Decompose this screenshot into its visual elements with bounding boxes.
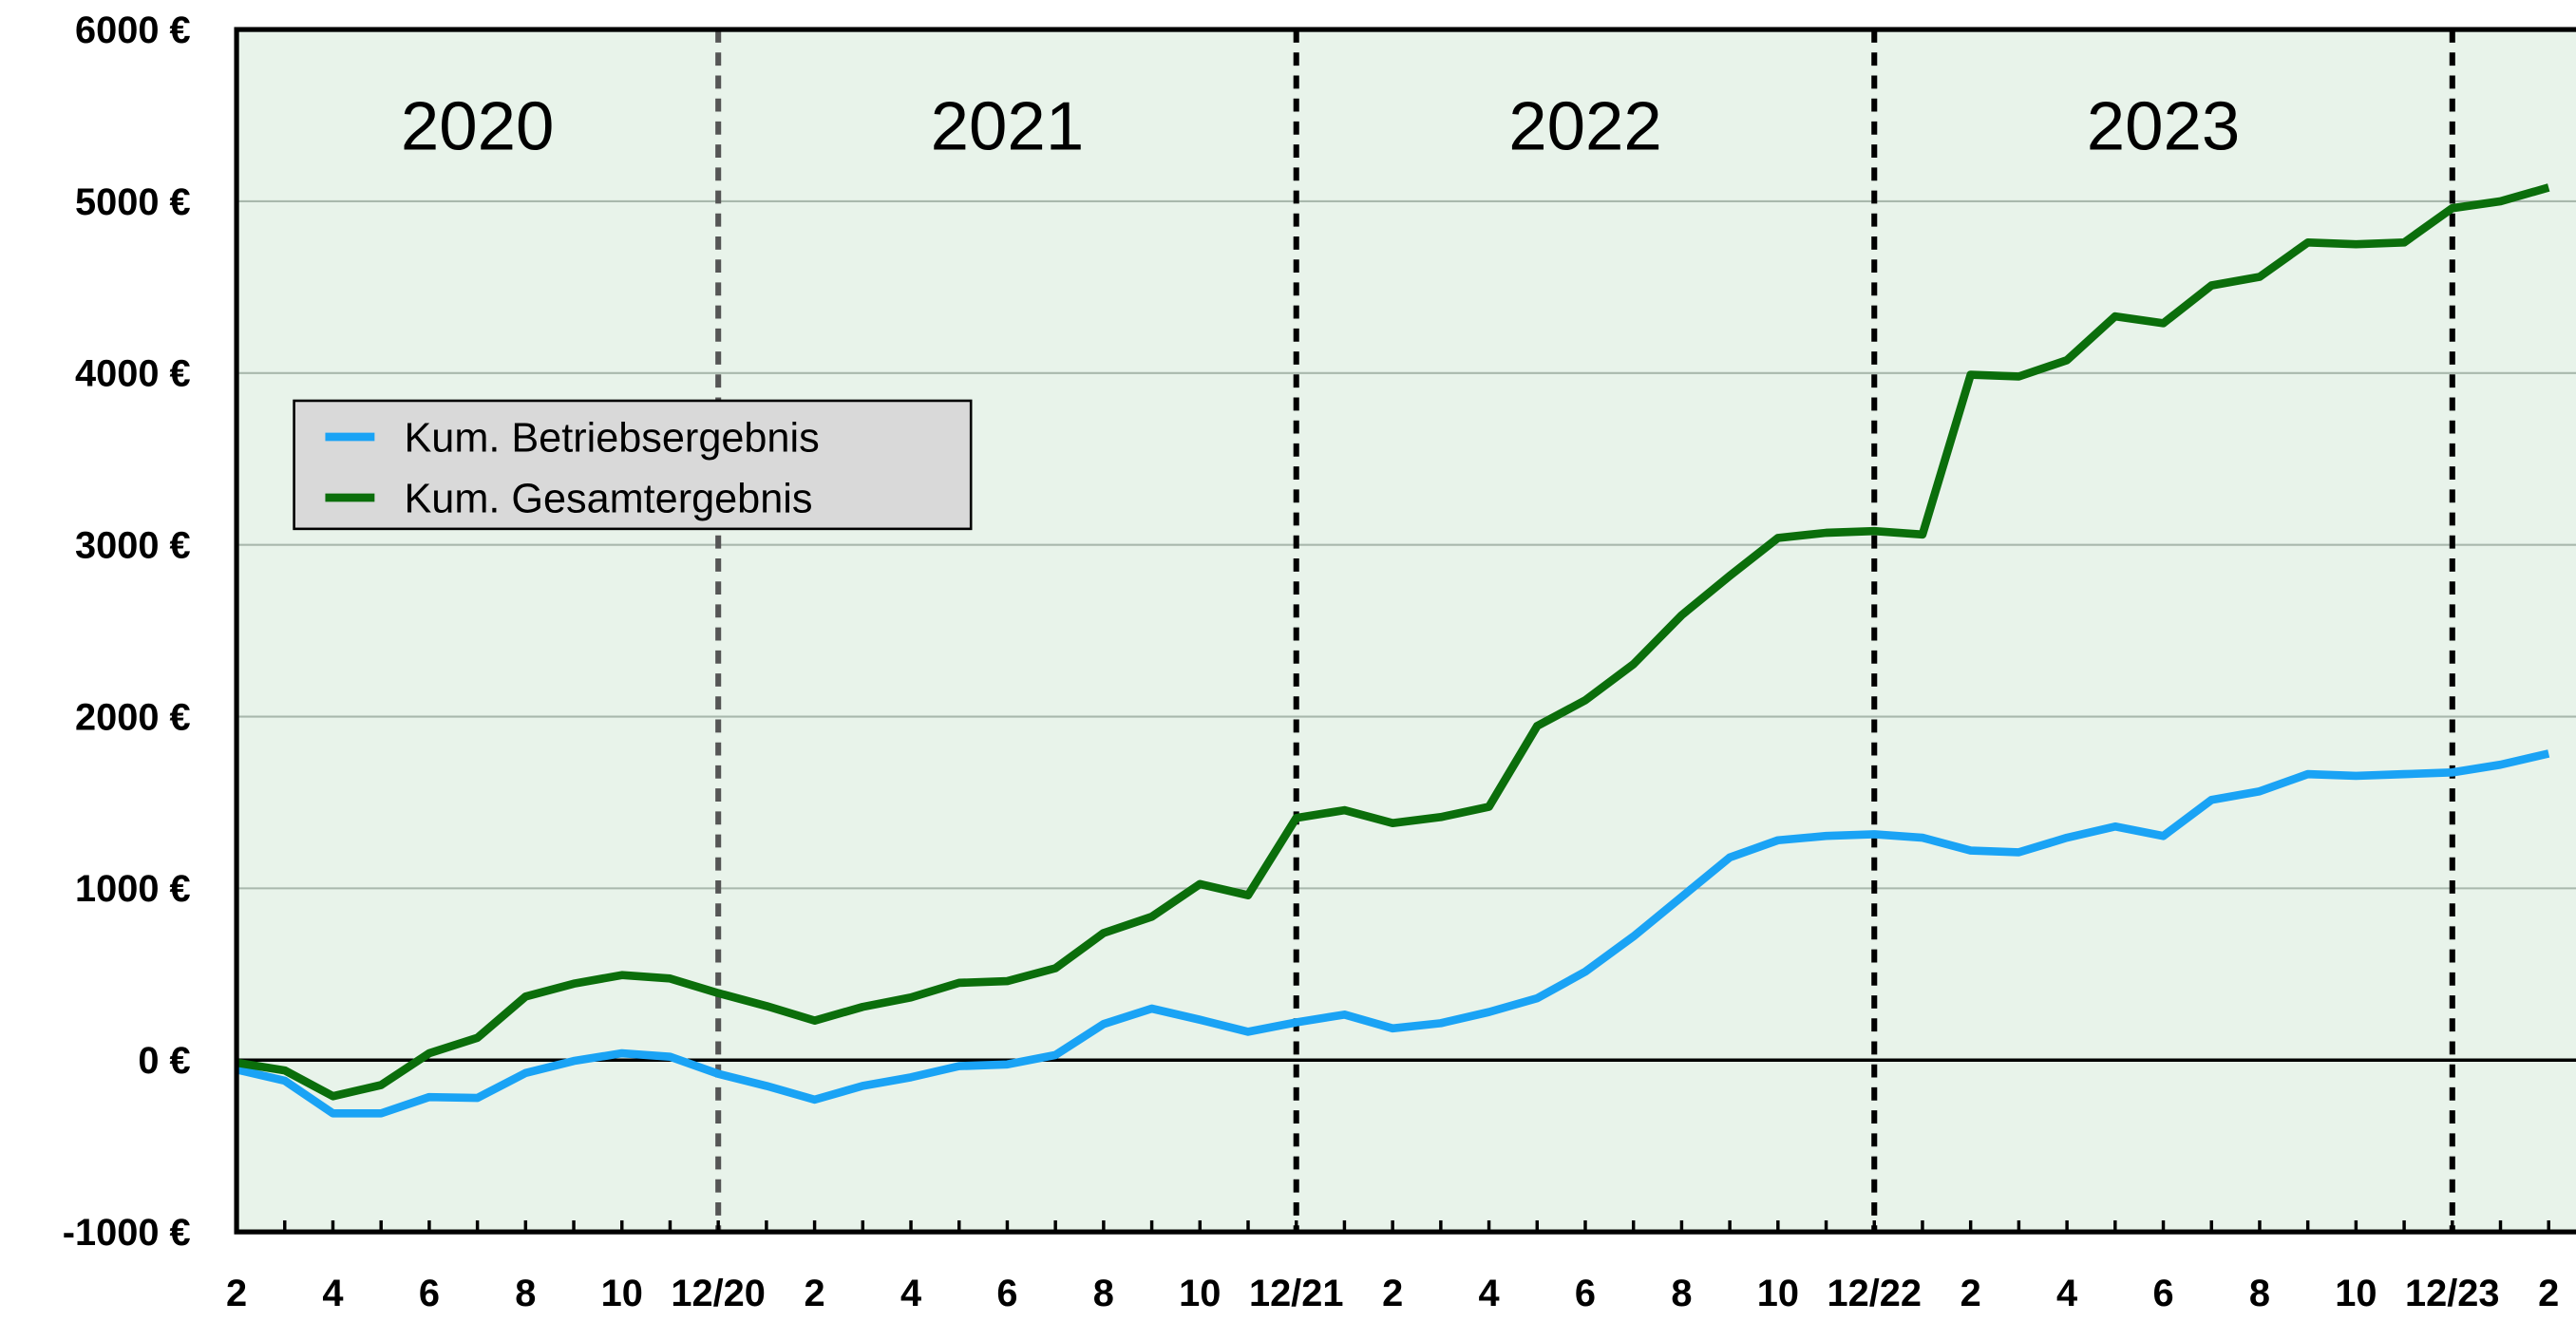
- year-label: 2020: [401, 87, 555, 164]
- x-tick-label: 10: [1179, 1273, 1221, 1314]
- x-tick-label: 10: [601, 1273, 643, 1314]
- x-tick-label: 2: [226, 1273, 247, 1314]
- x-tick-label: 6: [2152, 1273, 2173, 1314]
- year-label: 2023: [2087, 87, 2241, 164]
- y-tick-label: 2000 €: [75, 696, 191, 738]
- x-tick-label: 4: [900, 1273, 921, 1314]
- plot-background: [237, 29, 2576, 1233]
- x-tick-label: 8: [515, 1273, 536, 1314]
- x-tick-label: 2: [2538, 1273, 2559, 1314]
- x-tick-label: 12/21: [1249, 1273, 1344, 1314]
- series-line: [236, 183, 2550, 1101]
- legend-label: Kum. Gesamtergebnis: [404, 477, 812, 522]
- y-tick-label: 6000 €: [75, 9, 191, 51]
- plot-frame: [234, 27, 2576, 1235]
- y-tick-label: 1000 €: [75, 868, 191, 910]
- x-tick-label: 8: [1671, 1273, 1692, 1314]
- y-tick-label: 4000 €: [75, 353, 191, 395]
- year-label: 2022: [1508, 87, 1662, 164]
- legend-box: [293, 399, 973, 531]
- x-tick-label: 4: [1479, 1273, 1500, 1314]
- x-tick-label: 12/22: [1827, 1273, 1922, 1314]
- x-tick-label: 10: [1757, 1273, 1799, 1314]
- year-label: 2021: [931, 87, 1085, 164]
- x-tick-label: 6: [419, 1273, 440, 1314]
- y-tick-label: 0 €: [138, 1040, 190, 1082]
- x-tick-label: 4: [2056, 1273, 2077, 1314]
- x-tick-label: 12/20: [671, 1273, 766, 1314]
- x-tick-label: 6: [1575, 1273, 1596, 1314]
- x-tick-label: 2: [1960, 1273, 1981, 1314]
- x-tick-label: 8: [2249, 1273, 2270, 1314]
- y-tick-label: 5000 €: [75, 181, 191, 223]
- x-tick-label: 10: [2335, 1273, 2377, 1314]
- x-tick-label: 2: [805, 1273, 825, 1314]
- y-tick-label: -1000 €: [63, 1212, 191, 1254]
- legend-label: Kum. Betriebsergebnis: [404, 416, 819, 462]
- x-tick-label: 12/23: [2405, 1273, 2500, 1314]
- x-tick-label: 6: [996, 1273, 1017, 1314]
- x-tick-label: 4: [322, 1273, 343, 1314]
- y-tick-label: 3000 €: [75, 525, 191, 567]
- x-tick-label: 8: [1093, 1273, 1114, 1314]
- x-tick-label: 2: [1382, 1273, 1403, 1314]
- series-line: [236, 749, 2550, 1118]
